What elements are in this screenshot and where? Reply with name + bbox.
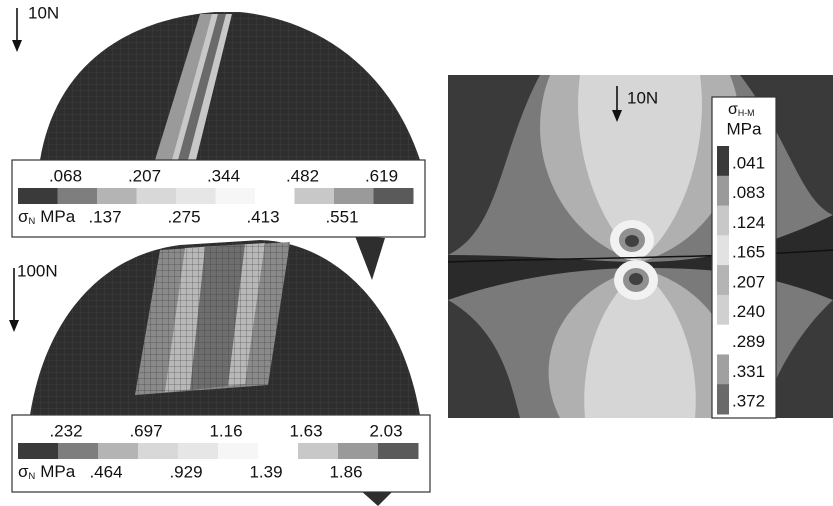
color-swatch xyxy=(18,443,59,459)
color-swatch xyxy=(178,443,219,459)
legend-label: .240 xyxy=(732,302,765,321)
color-swatch xyxy=(137,188,177,204)
color-swatch xyxy=(258,443,299,459)
legend-label: .275 xyxy=(167,207,200,226)
figure: 10N 100N 10N .068 .207 .344 .482 .619 .137 .27… xyxy=(0,0,833,506)
legend-label: 1.39 xyxy=(249,462,282,481)
color-swatch xyxy=(374,188,414,204)
legend-label: .137 xyxy=(88,207,121,226)
legend-label: 2.03 xyxy=(369,421,402,440)
legend-label: 1.16 xyxy=(209,421,242,440)
color-swatch xyxy=(378,443,419,459)
color-swatch xyxy=(717,354,729,384)
color-swatch xyxy=(334,188,374,204)
color-swatch xyxy=(255,188,295,204)
legend-label: .068 xyxy=(49,166,82,185)
legend-label: .344 xyxy=(207,166,240,185)
color-swatch xyxy=(58,188,98,204)
color-swatch xyxy=(717,295,729,325)
legend-label: .331 xyxy=(732,362,765,381)
legend-label: .482 xyxy=(286,166,319,185)
legend-label: .124 xyxy=(732,213,765,232)
legend-label: .551 xyxy=(325,207,358,226)
shell-top xyxy=(40,12,420,280)
legend-label: .929 xyxy=(169,462,202,481)
color-swatch xyxy=(138,443,179,459)
symbol: σ xyxy=(728,101,738,118)
legend-title: σN MPa xyxy=(18,462,76,481)
color-swatch xyxy=(338,443,379,459)
color-swatch xyxy=(216,188,256,204)
load-label: 100N xyxy=(17,261,58,280)
legend-label: .464 xyxy=(89,462,122,481)
load-label: 10N xyxy=(627,88,658,107)
subscript: H-M xyxy=(738,108,755,118)
color-swatch xyxy=(717,265,729,295)
legend-label: .413 xyxy=(246,207,279,226)
subscript: N xyxy=(29,471,36,481)
legend-label: 1.63 xyxy=(289,421,322,440)
legend-label: .619 xyxy=(365,166,398,185)
unit: MPa xyxy=(40,207,76,226)
legend-label: .207 xyxy=(128,166,161,185)
color-swatch xyxy=(717,176,729,206)
legend-label: .165 xyxy=(732,243,765,262)
load-label: 10N xyxy=(28,3,59,22)
legend-label: .207 xyxy=(732,272,765,291)
color-swatch xyxy=(298,443,339,459)
color-swatch xyxy=(717,146,729,176)
unit: MPa xyxy=(40,462,76,481)
color-swatch xyxy=(717,235,729,265)
subscript: N xyxy=(29,216,36,226)
legend-label: .041 xyxy=(732,153,765,172)
color-swatch xyxy=(218,443,259,459)
color-swatch xyxy=(717,206,729,236)
legend-label: 1.86 xyxy=(329,462,362,481)
legend-label: .289 xyxy=(732,332,765,351)
color-swatch xyxy=(58,443,99,459)
legend-label: .232 xyxy=(49,421,82,440)
color-swatch xyxy=(717,384,729,414)
color-swatch xyxy=(98,443,139,459)
symbol: σ xyxy=(18,207,29,226)
symbol: σ xyxy=(18,462,29,481)
color-swatch xyxy=(295,188,335,204)
legend-title: σN MPa xyxy=(18,207,76,226)
legend-unit: MPa xyxy=(727,119,763,138)
color-swatch xyxy=(18,188,58,204)
legend-label: .083 xyxy=(732,183,765,202)
legend-label: .372 xyxy=(732,392,765,411)
color-swatch xyxy=(717,325,729,355)
color-swatch xyxy=(97,188,137,204)
legend-label: .697 xyxy=(129,421,162,440)
color-swatch xyxy=(176,188,216,204)
